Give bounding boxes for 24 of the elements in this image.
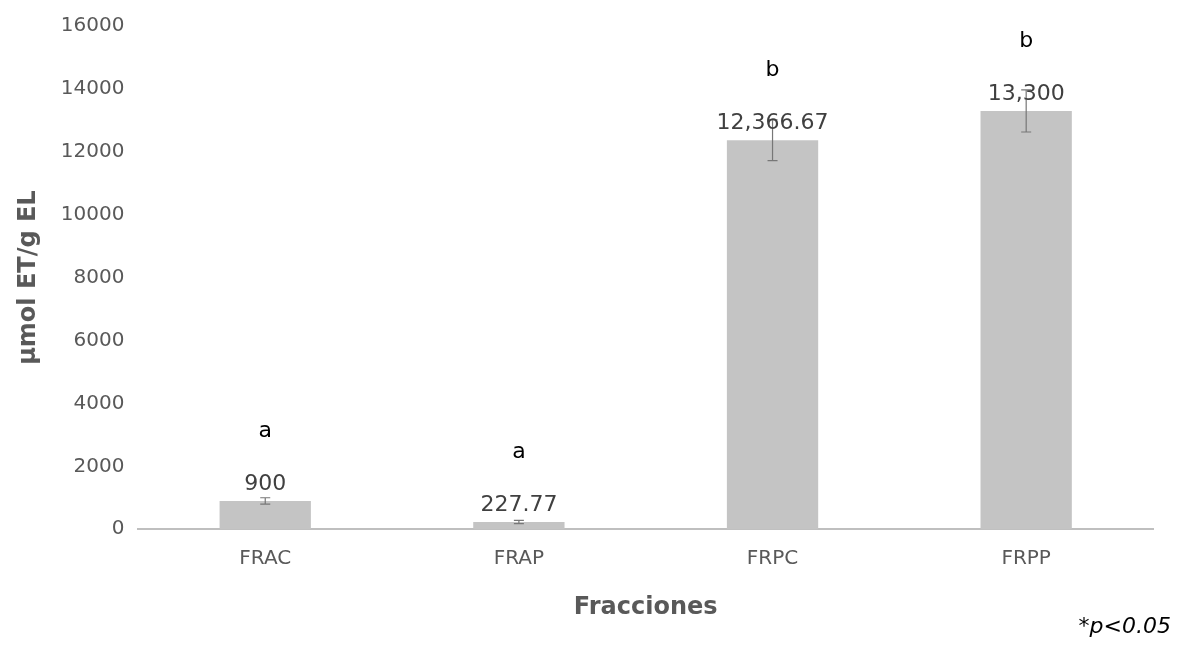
annotation: a [258,416,272,442]
y-tick-label: 2000 [73,452,125,477]
data-label: 900 [244,469,287,495]
x-axis-title: Fracciones [573,591,718,620]
x-tick-label: FRAP [493,545,545,570]
data-label: 227.77 [480,490,558,516]
y-axis-title: µmol ET/g EL [12,190,41,365]
y-tick-label: 4000 [73,389,125,414]
y-tick-label: 16000 [60,12,125,37]
annotation: b [765,55,780,81]
y-tick-label: 10000 [60,200,125,225]
annotation: a [512,437,526,463]
text: *p<0.05 [1078,613,1171,638]
annotation: b [1019,26,1034,52]
y-tick-label: 12000 [60,138,125,162]
y-tick-label: 6000 [73,326,125,351]
data-label: 13,300 [987,79,1065,105]
x-tick-label: FRAC [239,545,292,570]
x-tick-label: FRPP [1001,545,1051,570]
data-label: 12,366.67 [716,108,829,134]
x-tick-label: FRPC [746,545,799,570]
y-tick-label: 14000 [60,75,125,100]
y-tick-label: 8000 [73,263,125,288]
y-tick-label: 0 [111,515,125,540]
